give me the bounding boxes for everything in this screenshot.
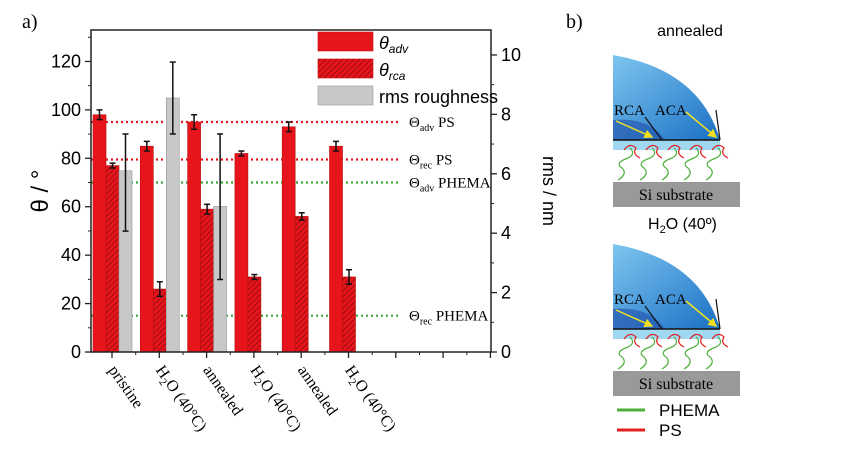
bar-rca bbox=[105, 165, 120, 353]
reference-line-label: Θrec PHEMA bbox=[409, 309, 488, 328]
aca-arrow bbox=[685, 111, 718, 138]
ps-chain bbox=[667, 144, 685, 159]
si-substrate-label: Si substrate bbox=[639, 187, 713, 204]
y-tick-label: 0 bbox=[71, 342, 81, 362]
bar-rca bbox=[342, 276, 356, 353]
y-tick-label: 120 bbox=[51, 51, 81, 71]
y-tick-label: 20 bbox=[61, 294, 81, 314]
legend-label: θadv bbox=[379, 33, 409, 56]
panel-b-label: b) bbox=[566, 11, 583, 33]
plot-frame bbox=[90, 29, 492, 353]
rca-arrow bbox=[615, 309, 654, 328]
y-tick-label: 100 bbox=[51, 100, 81, 120]
si-substrate bbox=[613, 371, 740, 396]
x-category-label: pristine bbox=[105, 363, 146, 412]
ps-chain bbox=[623, 333, 641, 348]
y2-tick-label: 0 bbox=[501, 342, 511, 362]
y-tick-label: 60 bbox=[61, 197, 81, 217]
aca-tangent bbox=[715, 109, 721, 141]
si-substrate bbox=[613, 182, 740, 207]
diagram-legend-label: PS bbox=[659, 421, 682, 440]
y2-tick-label: 10 bbox=[501, 45, 521, 65]
ps-chain bbox=[645, 144, 663, 159]
diagram-legend-label: PHEMA bbox=[659, 401, 720, 420]
aca-label: ACA bbox=[655, 103, 687, 119]
y2-tick-label: 6 bbox=[501, 164, 511, 184]
aca-arrow bbox=[685, 300, 718, 327]
ps-chain bbox=[645, 333, 663, 348]
rca-tangent bbox=[644, 305, 663, 330]
ps-chain bbox=[667, 333, 685, 348]
rca-arrow bbox=[615, 120, 654, 139]
rca-label: RCA bbox=[614, 292, 645, 308]
phema-chain bbox=[661, 147, 678, 181]
reference-line-label: Θadv PHEMA bbox=[409, 176, 491, 195]
ps-chain bbox=[689, 333, 707, 348]
y2-tick-label: 8 bbox=[501, 104, 511, 124]
y2-tick-label: 4 bbox=[501, 223, 511, 243]
phema-chain bbox=[639, 147, 656, 181]
reference-line-label: Θrec PS bbox=[409, 153, 453, 172]
ps-chain bbox=[689, 144, 707, 159]
legend-swatch bbox=[317, 85, 374, 106]
scene-annealed: annealed RCA ACA Si substrate bbox=[613, 23, 740, 207]
legend-swatch bbox=[317, 31, 374, 52]
y-axis-label: θ / ° bbox=[27, 170, 54, 213]
y-tick-label: 80 bbox=[61, 148, 81, 168]
bar-rca bbox=[247, 276, 262, 353]
phema-chain bbox=[639, 336, 656, 370]
ps-chain bbox=[711, 333, 729, 348]
bar-adv bbox=[234, 153, 249, 353]
swollen-layer bbox=[613, 329, 720, 339]
x-category-label: annealed bbox=[199, 363, 246, 419]
phema-chain bbox=[683, 147, 700, 181]
phema-chain bbox=[705, 336, 722, 370]
rca-label: RCA bbox=[614, 103, 645, 119]
diagram-title-h2o: H2O (40º) bbox=[648, 216, 717, 236]
ps-chain bbox=[623, 144, 641, 159]
legend-label: θrca bbox=[379, 60, 406, 83]
diagram-title-annealed: annealed bbox=[657, 23, 723, 40]
scene-h2o: H2O (40º) RCA ACA Si substrate bbox=[613, 216, 740, 396]
y2-axis-label: rms / nm bbox=[539, 156, 559, 226]
bar-adv bbox=[140, 145, 154, 353]
y2-tick-label: 2 bbox=[501, 283, 511, 303]
si-substrate-label: Si substrate bbox=[639, 376, 713, 393]
bar-rms bbox=[166, 97, 180, 353]
phema-chain bbox=[617, 147, 634, 181]
panel-a-label: a) bbox=[22, 11, 38, 33]
x-category-label: annealed bbox=[294, 363, 341, 419]
phema-chain bbox=[661, 336, 678, 370]
legend-swatch bbox=[317, 58, 374, 79]
bar-adv bbox=[281, 126, 296, 353]
aca-tangent bbox=[715, 298, 721, 330]
reference-line-label: Θadv PS bbox=[409, 115, 455, 134]
y-tick-label: 40 bbox=[61, 245, 81, 265]
x-category-label: H2O (40°C) bbox=[339, 363, 399, 437]
rca-tangent bbox=[644, 116, 663, 141]
bar-rca bbox=[153, 288, 167, 353]
phema-chain bbox=[705, 147, 722, 181]
phema-chain bbox=[683, 336, 700, 370]
swollen-layer bbox=[613, 140, 720, 150]
ps-chain bbox=[711, 144, 729, 159]
bar-adv bbox=[92, 114, 107, 353]
bar-adv bbox=[187, 121, 201, 353]
aca-label: ACA bbox=[655, 292, 687, 308]
bar-adv bbox=[329, 145, 343, 353]
phema-chain bbox=[617, 336, 634, 370]
legend-label: rms roughness bbox=[379, 87, 498, 107]
bar-rca bbox=[200, 208, 214, 353]
bar-rca bbox=[294, 216, 309, 353]
